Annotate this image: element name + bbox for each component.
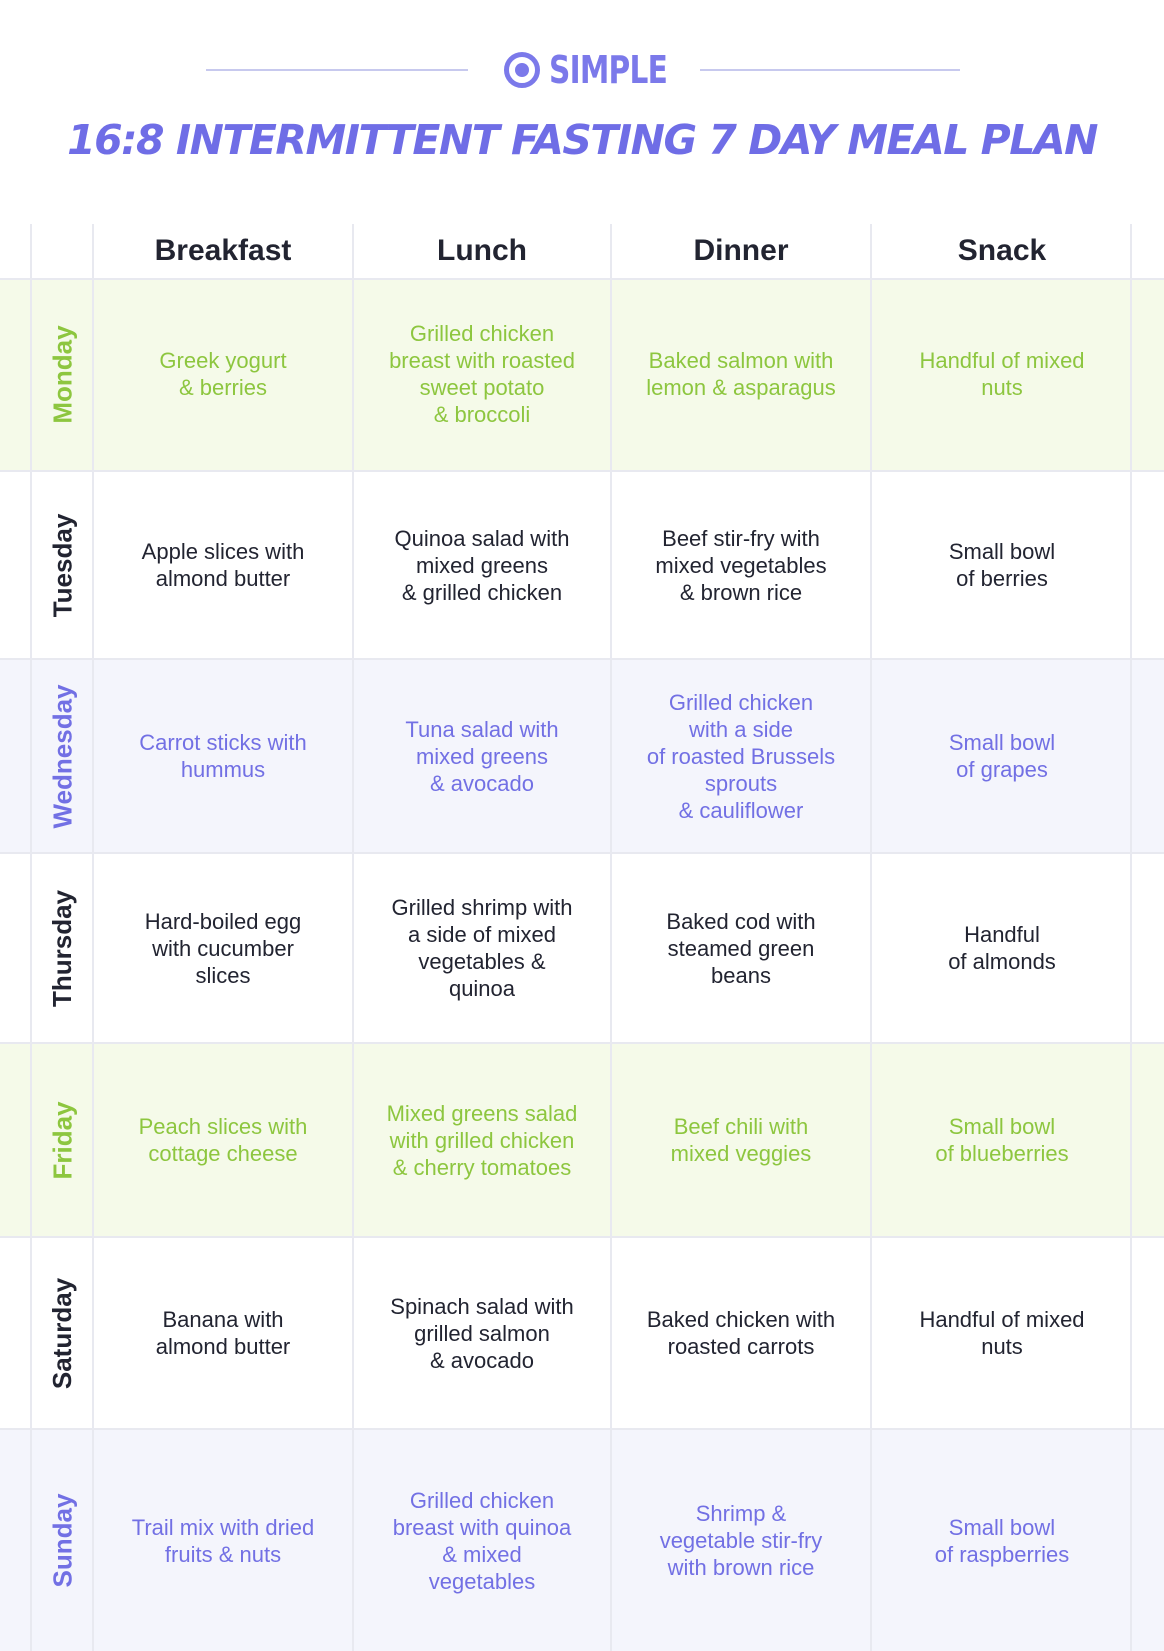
day-row-saturday: Saturday Banana with almond butter Spinach… bbox=[0, 1238, 1164, 1428]
meal-cell-snack: Small bowl of berries bbox=[948, 539, 1056, 591]
meal-cell-dinner: Shrimp & vegetable stir-fry with brown r… bbox=[659, 1501, 823, 1580]
column-header-dinner: Dinner bbox=[693, 234, 789, 267]
meal-cell-snack: Handful of mixed nuts bbox=[919, 1307, 1085, 1359]
day-name: Thursday bbox=[47, 889, 78, 1007]
day-name: Wednesday bbox=[47, 683, 78, 829]
logo-row: SIMPLE bbox=[0, 48, 1164, 92]
meal-cell-dinner: Beef chili with mixed veggies bbox=[670, 1114, 812, 1166]
day-name: Friday bbox=[47, 1100, 78, 1180]
brand-name: SIMPLE bbox=[549, 48, 668, 92]
meal-cell-dinner: Baked salmon with lemon & asparagus bbox=[646, 348, 836, 400]
row-divider bbox=[0, 1042, 1164, 1044]
column-divider bbox=[30, 224, 32, 1651]
meal-cell-breakfast: Apple slices with almond butter bbox=[141, 539, 305, 591]
day-row-monday: Monday Greek yogurt & berries Grilled chic… bbox=[0, 278, 1164, 470]
column-header-lunch: Lunch bbox=[437, 234, 527, 267]
day-name: Tuesday bbox=[47, 513, 78, 617]
meal-cell-snack: Small bowl of blueberries bbox=[935, 1114, 1069, 1166]
day-name: Sunday bbox=[47, 1493, 78, 1588]
meal-cell-snack: Small bowl of grapes bbox=[948, 730, 1056, 782]
day-name: Saturday bbox=[47, 1277, 78, 1389]
meal-cell-breakfast: Peach slices with cottage cheese bbox=[138, 1114, 308, 1166]
column-divider bbox=[610, 224, 612, 1651]
row-divider bbox=[0, 658, 1164, 660]
day-label: Saturday bbox=[32, 1238, 94, 1428]
day-row-tuesday: Tuesday Apple slices with almond butter Qu… bbox=[0, 472, 1164, 658]
day-label: Sunday bbox=[32, 1430, 94, 1651]
meal-cell-breakfast: Trail mix with dried fruits & nuts bbox=[131, 1514, 315, 1567]
day-row-friday: Friday Peach slices with cottage cheese Mi… bbox=[0, 1044, 1164, 1236]
meal-cell-breakfast: Greek yogurt & berries bbox=[159, 348, 287, 400]
meal-cell-lunch: Grilled chicken breast with roasted swee… bbox=[389, 321, 575, 427]
meal-cell-lunch: Mixed greens salad with grilled chicken … bbox=[386, 1100, 578, 1180]
row-divider bbox=[0, 1236, 1164, 1238]
row-divider bbox=[0, 852, 1164, 854]
meal-cell-dinner: Baked cod with steamed green beans bbox=[666, 908, 816, 988]
column-divider bbox=[352, 224, 354, 1651]
brand-logo: SIMPLE bbox=[503, 48, 700, 92]
day-label: Tuesday bbox=[32, 472, 94, 658]
meal-cell-lunch: Grilled chicken breast with quinoa & mix… bbox=[392, 1487, 572, 1594]
column-header-breakfast: Breakfast bbox=[154, 234, 292, 267]
day-row-sunday: Sunday Trail mix with dried fruits & nuts… bbox=[0, 1430, 1164, 1651]
meal-plan-table: Monday Greek yogurt & berries Grilled chic… bbox=[0, 224, 1164, 1651]
column-divider bbox=[870, 224, 872, 1651]
day-label: Friday bbox=[32, 1044, 94, 1236]
meal-cell-dinner: Baked chicken with roasted carrots bbox=[646, 1307, 836, 1359]
day-label: Monday bbox=[32, 278, 94, 470]
day-row-wednesday: Wednesday Carrot sticks with hummus Tuna s… bbox=[0, 660, 1164, 852]
column-divider bbox=[1130, 224, 1132, 1651]
meal-cell-lunch: Grilled shrimp with a side of mixed vege… bbox=[391, 895, 573, 1001]
meal-cell-lunch: Quinoa salad with mixed greens & grilled… bbox=[394, 525, 570, 605]
column-header-snack: Snack bbox=[957, 234, 1047, 267]
meal-cell-snack: Handful of mixed nuts bbox=[919, 348, 1085, 400]
day-name: Monday bbox=[47, 324, 78, 424]
row-divider bbox=[0, 1428, 1164, 1430]
row-divider bbox=[0, 278, 1164, 280]
divider-right bbox=[700, 69, 960, 71]
header: SIMPLE 16:8 INTERMITTENT FASTING 7 DAY M… bbox=[0, 0, 1164, 200]
page-title: 16:8 INTERMITTENT FASTING 7 DAY MEAL PLA… bbox=[67, 116, 1098, 164]
column-divider bbox=[92, 224, 94, 1651]
meal-cell-breakfast: Banana with almond butter bbox=[155, 1307, 291, 1359]
meal-cell-snack: Handful of almonds bbox=[948, 922, 1056, 974]
meal-cell-breakfast: Hard-boiled egg with cucumber slices bbox=[144, 908, 302, 988]
meal-cell-snack: Small bowl of raspberries bbox=[934, 1514, 1070, 1567]
meal-cell-dinner: Grilled chicken with a side of roasted B… bbox=[646, 689, 836, 823]
day-row-thursday: Thursday Hard-boiled egg with cucumber sl… bbox=[0, 854, 1164, 1042]
meal-cell-lunch: Spinach salad with grilled salmon & avoc… bbox=[390, 1293, 574, 1373]
target-circle-icon bbox=[504, 52, 540, 88]
row-divider bbox=[0, 470, 1164, 472]
day-label: Wednesday bbox=[32, 660, 94, 852]
meal-cell-lunch: Tuna salad with mixed greens & avocado bbox=[405, 716, 559, 796]
meal-cell-breakfast: Carrot sticks with hummus bbox=[139, 730, 307, 782]
divider-left bbox=[206, 69, 468, 71]
day-label: Thursday bbox=[32, 854, 94, 1042]
meal-cell-dinner: Beef stir-fry with mixed vegetables & br… bbox=[655, 525, 827, 605]
